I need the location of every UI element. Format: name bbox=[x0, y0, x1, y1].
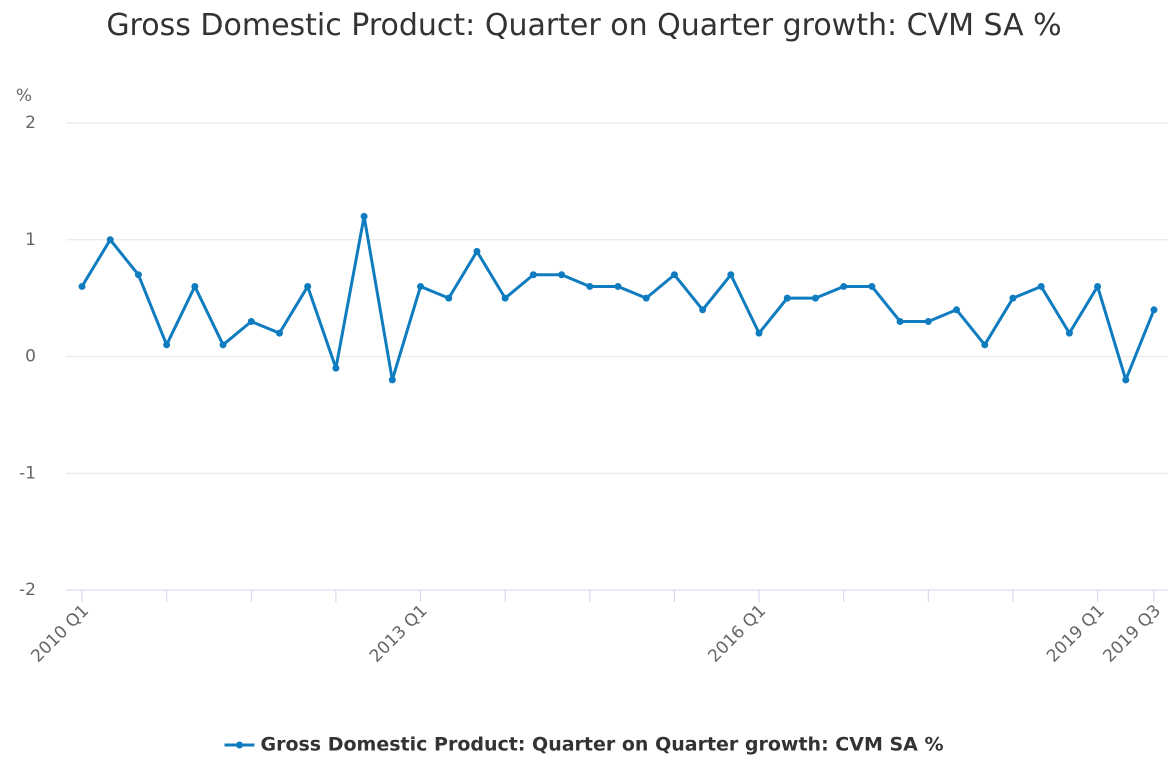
data-point bbox=[1150, 306, 1158, 314]
data-point bbox=[134, 271, 142, 279]
x-tick-label: 2019 Q1 bbox=[1043, 601, 1109, 667]
data-point bbox=[896, 317, 904, 325]
data-point bbox=[699, 306, 707, 314]
data-point bbox=[106, 236, 114, 244]
data-point bbox=[783, 294, 791, 302]
data-point bbox=[501, 294, 509, 302]
data-point bbox=[868, 282, 876, 290]
data-point bbox=[586, 282, 594, 290]
data-point bbox=[247, 317, 255, 325]
y-axis-label: % bbox=[16, 86, 32, 106]
data-point bbox=[953, 306, 961, 314]
data-point bbox=[304, 282, 312, 290]
x-tick-label: 2019 Q3 bbox=[1099, 601, 1165, 667]
data-point bbox=[811, 294, 819, 302]
legend-label: Gross Domestic Product: Quarter on Quart… bbox=[260, 734, 943, 756]
data-point bbox=[388, 376, 396, 384]
y-tick-label: -1 bbox=[19, 463, 36, 483]
x-tick-label: 2010 Q1 bbox=[27, 601, 93, 667]
y-tick-label: 0 bbox=[25, 347, 36, 367]
data-point bbox=[614, 282, 622, 290]
chart-title: Gross Domestic Product: Quarter on Quart… bbox=[106, 8, 1062, 43]
data-point bbox=[78, 282, 86, 290]
x-tick-label: 2016 Q1 bbox=[704, 601, 770, 667]
data-point bbox=[445, 294, 453, 302]
data-point bbox=[755, 329, 763, 337]
y-tick-label: 1 bbox=[25, 230, 36, 250]
y-tick-label: -2 bbox=[19, 580, 36, 600]
data-point bbox=[670, 271, 678, 279]
data-point bbox=[529, 271, 537, 279]
data-point bbox=[191, 282, 199, 290]
data-point bbox=[417, 282, 425, 290]
data-point bbox=[1009, 294, 1017, 302]
data-point bbox=[473, 247, 481, 255]
series-line bbox=[80, 214, 1156, 382]
data-point bbox=[981, 341, 989, 349]
data-point bbox=[1037, 282, 1045, 290]
data-point bbox=[727, 271, 735, 279]
data-point bbox=[219, 341, 227, 349]
data-point bbox=[840, 282, 848, 290]
y-tick-label: 2 bbox=[25, 113, 36, 133]
data-point bbox=[163, 341, 171, 349]
legend: Gross Domestic Product: Quarter on Quart… bbox=[224, 734, 944, 756]
data-point bbox=[558, 271, 566, 279]
data-point bbox=[275, 329, 283, 337]
legend-swatch-dot bbox=[235, 741, 243, 749]
data-point bbox=[642, 294, 650, 302]
data-point bbox=[1065, 329, 1073, 337]
data-point bbox=[360, 212, 368, 220]
data-point bbox=[332, 364, 340, 372]
data-point bbox=[1094, 282, 1102, 290]
data-point bbox=[924, 317, 932, 325]
data-point bbox=[1122, 376, 1130, 384]
x-tick-label: 2013 Q1 bbox=[366, 601, 432, 667]
